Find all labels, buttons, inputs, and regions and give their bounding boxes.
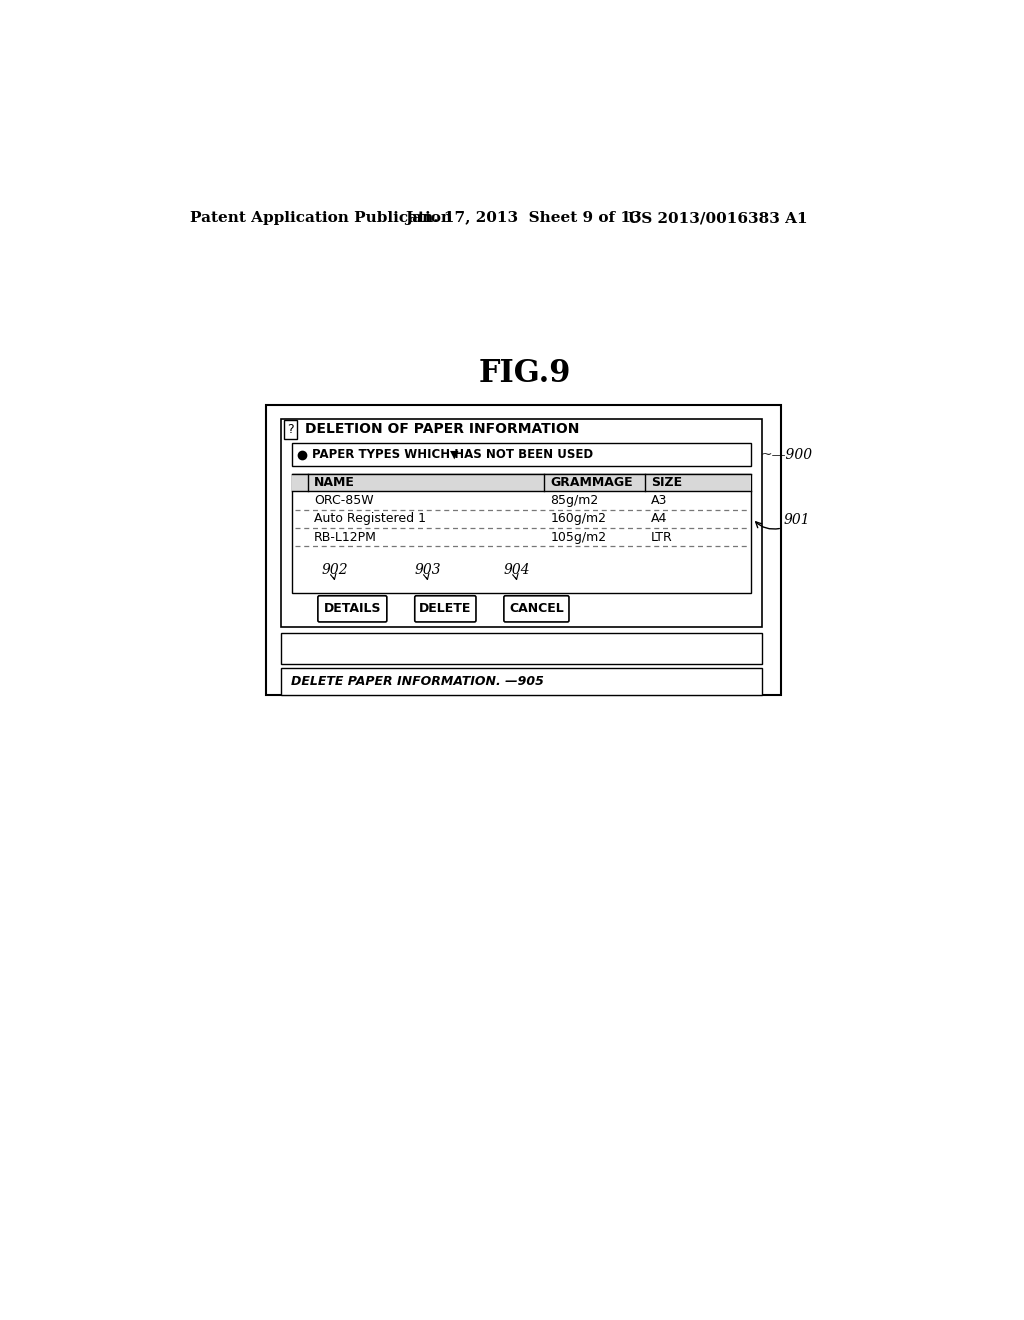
Text: GRAMMAGE: GRAMMAGE bbox=[550, 477, 633, 490]
Bar bbox=[282, 668, 762, 696]
Text: 901: 901 bbox=[783, 513, 810, 527]
Text: ?: ? bbox=[288, 422, 294, 436]
Bar bbox=[282, 418, 762, 627]
Text: US 2013/0016383 A1: US 2013/0016383 A1 bbox=[628, 211, 808, 226]
Text: Jan. 17, 2013  Sheet 9 of 13: Jan. 17, 2013 Sheet 9 of 13 bbox=[406, 211, 642, 226]
Text: DELETION OF PAPER INFORMATION: DELETION OF PAPER INFORMATION bbox=[305, 422, 580, 437]
Text: A3: A3 bbox=[651, 494, 668, 507]
Text: Auto Registered 1: Auto Registered 1 bbox=[314, 512, 426, 525]
Text: CANCEL: CANCEL bbox=[509, 602, 564, 615]
Text: FIG.9: FIG.9 bbox=[478, 359, 571, 389]
Text: 85g/m2: 85g/m2 bbox=[550, 494, 599, 507]
FancyBboxPatch shape bbox=[504, 595, 569, 622]
Text: NAME: NAME bbox=[314, 477, 355, 490]
Text: DELETE PAPER INFORMATION. —905: DELETE PAPER INFORMATION. —905 bbox=[291, 675, 544, 688]
Text: RB-L12PM: RB-L12PM bbox=[314, 531, 377, 544]
Text: PAPER TYPES WHICH HAS NOT BEEN USED: PAPER TYPES WHICH HAS NOT BEEN USED bbox=[312, 449, 594, 462]
Text: SIZE: SIZE bbox=[651, 477, 682, 490]
Text: ~—900: ~—900 bbox=[761, 447, 812, 462]
Bar bbox=[292, 474, 751, 491]
Bar bbox=[282, 632, 762, 664]
Text: 903: 903 bbox=[415, 562, 441, 577]
Text: 105g/m2: 105g/m2 bbox=[550, 531, 606, 544]
Text: ▼: ▼ bbox=[451, 450, 459, 459]
Text: 160g/m2: 160g/m2 bbox=[550, 512, 606, 525]
Text: DETAILS: DETAILS bbox=[324, 602, 381, 615]
Text: ORC-85W: ORC-85W bbox=[314, 494, 374, 507]
Text: Patent Application Publication: Patent Application Publication bbox=[190, 211, 452, 226]
Bar bbox=[266, 405, 781, 696]
Text: 904: 904 bbox=[504, 562, 530, 577]
Bar bbox=[292, 474, 751, 593]
FancyBboxPatch shape bbox=[415, 595, 476, 622]
Text: A4: A4 bbox=[651, 512, 668, 525]
Text: 902: 902 bbox=[322, 562, 348, 577]
Text: LTR: LTR bbox=[651, 531, 673, 544]
Bar bbox=[292, 444, 751, 466]
FancyBboxPatch shape bbox=[317, 595, 387, 622]
Text: DELETE: DELETE bbox=[419, 602, 471, 615]
